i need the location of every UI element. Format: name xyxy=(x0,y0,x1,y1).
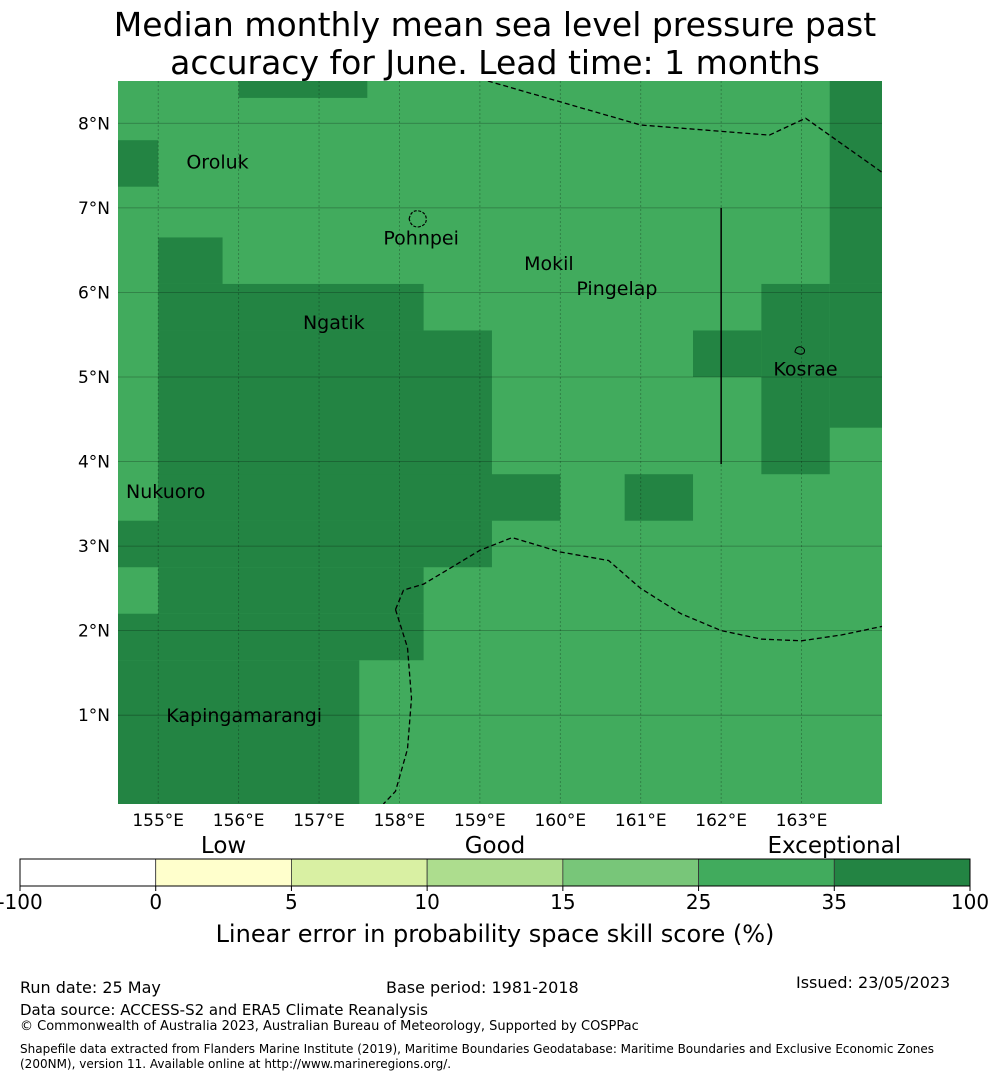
skill-cell-exceptional xyxy=(624,474,694,521)
eez-boundary-line xyxy=(394,536,882,642)
colorbar-bin xyxy=(291,858,428,887)
skill-cell-exceptional xyxy=(158,474,561,521)
colorbar-axis-label: Linear error in probability space skill … xyxy=(216,920,775,948)
longitude-tick-label: 160°E xyxy=(534,811,586,831)
latitude-tick-label: 3°N xyxy=(78,537,110,557)
run-date: Run date: 25 May xyxy=(20,978,161,997)
longitude-tick-label: 157°E xyxy=(293,811,345,831)
place-label: Kosrae xyxy=(773,359,837,381)
colorbar-tick-label: 100 xyxy=(951,890,989,914)
data-source: Data source: ACCESS-S2 and ERA5 Climate … xyxy=(20,1001,428,1019)
skill-cell-exceptional xyxy=(158,283,424,331)
colorbar-tick-label: 10 xyxy=(414,890,439,914)
colorbar-bin xyxy=(698,858,835,887)
colorbar-category-label: Good xyxy=(465,833,526,859)
colorbar-tick-label: 15 xyxy=(550,890,575,914)
skill-cell-exceptional xyxy=(118,613,424,661)
skill-cell-exceptional xyxy=(118,520,492,568)
colorbar-tick-label: 25 xyxy=(686,890,711,914)
eez-boundary-line xyxy=(382,609,413,804)
skill-cell-exceptional xyxy=(829,81,882,284)
colorbar-bin xyxy=(833,858,971,887)
shapefile-credit-line-1: Shapefile data extracted from Flanders M… xyxy=(20,1042,935,1056)
place-label: Oroluk xyxy=(186,151,248,173)
base-period: Base period: 1981-2018 xyxy=(386,978,579,997)
skill-cell-exceptional xyxy=(118,140,159,187)
skill-cell-exceptional xyxy=(761,283,830,475)
colorbar-tick-label: -100 xyxy=(0,890,43,914)
longitude-tick-label: 155°E xyxy=(132,811,184,831)
skill-cell-exceptional xyxy=(238,81,368,98)
skill-cell-exceptional xyxy=(158,567,424,614)
longitude-tick-label: 163°E xyxy=(776,811,828,831)
skill-cell-exceptional xyxy=(158,237,223,284)
colorbar-tick-label: 35 xyxy=(822,890,847,914)
colorbar-bin xyxy=(426,858,564,887)
longitude-tick-label: 162°E xyxy=(695,811,747,831)
longitude-tick-label: 156°E xyxy=(213,811,265,831)
pohnpei-island-outline xyxy=(408,210,427,228)
eez-boundary-line xyxy=(487,81,882,173)
place-label: Mokil xyxy=(524,253,574,275)
copyright-notice: © Commonwealth of Australia 2023, Austra… xyxy=(20,1019,639,1034)
colorbar-bin xyxy=(155,858,292,887)
longitude-tick-label: 158°E xyxy=(374,811,426,831)
colorbar-tick-label: 5 xyxy=(285,890,298,914)
colorbar-tick-label: 0 xyxy=(149,890,162,914)
map-title: Median monthly mean sea level pressure p… xyxy=(0,6,990,82)
latitude-tick-label: 1°N xyxy=(78,706,110,726)
title-line-1: Median monthly mean sea level pressure p… xyxy=(113,5,877,44)
skill-cell-exceptional xyxy=(118,660,360,804)
place-label: Pohnpei xyxy=(383,227,459,249)
colorbar-category-label: Low xyxy=(201,833,246,859)
colorbar-bin xyxy=(562,858,699,887)
colorbar-frame xyxy=(19,858,971,887)
skill-cell-exceptional xyxy=(693,330,762,377)
issued-date: Issued: 23/05/2023 xyxy=(796,973,951,992)
longitude-tick-label: 159°E xyxy=(454,811,506,831)
latitude-tick-label: 4°N xyxy=(78,453,110,473)
colorbar-category-label: Exceptional xyxy=(767,833,901,859)
latitude-tick-label: 8°N xyxy=(78,114,110,134)
place-label: Ngatik xyxy=(303,312,365,334)
latitude-tick-label: 7°N xyxy=(78,199,110,219)
latitude-tick-label: 5°N xyxy=(78,368,110,388)
latitude-tick-label: 6°N xyxy=(78,283,110,303)
place-label: Nukuoro xyxy=(126,481,205,503)
skill-cell-exceptional xyxy=(829,283,882,428)
place-label: Kapingamarangi xyxy=(166,705,322,727)
colorbar-bin xyxy=(19,858,157,887)
latitude-tick-label: 2°N xyxy=(78,622,110,642)
kosrae-island-outline xyxy=(794,346,806,355)
place-label: Pingelap xyxy=(576,278,657,300)
longitude-tick-label: 161°E xyxy=(615,811,667,831)
shapefile-credit-line-2: (200NM), version 11. Available online at… xyxy=(20,1057,452,1071)
title-line-2: accuracy for June. Lead time: 1 months xyxy=(170,43,820,82)
